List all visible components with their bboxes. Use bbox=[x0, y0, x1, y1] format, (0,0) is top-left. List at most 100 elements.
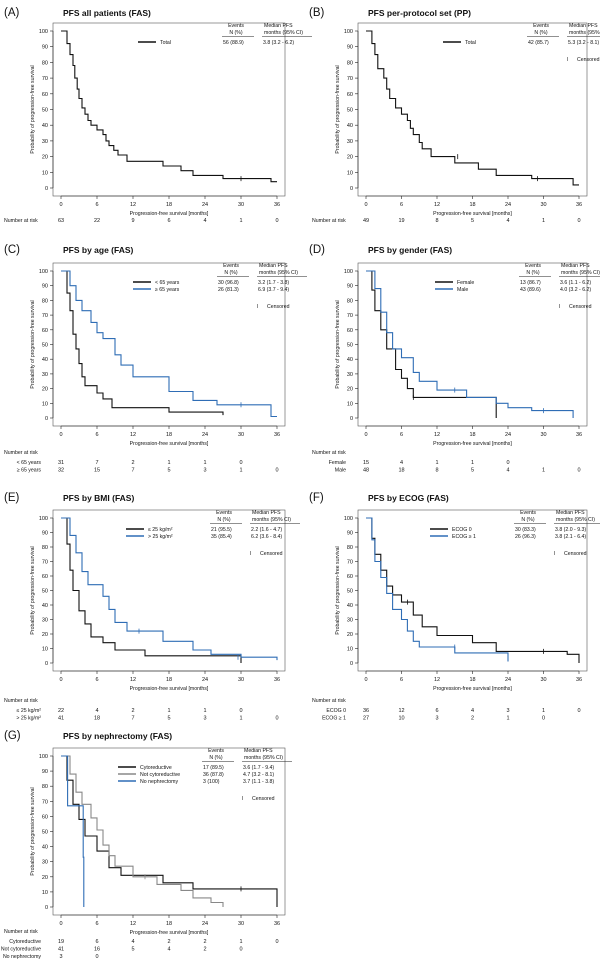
censored-legend-mark: I bbox=[242, 796, 243, 802]
panel-label: (E) bbox=[4, 492, 20, 504]
risk-value: 22 bbox=[58, 708, 64, 714]
legend-series-name: Male bbox=[457, 287, 468, 293]
y-tick-label: 50 bbox=[42, 343, 48, 349]
x-tick-label: 12 bbox=[130, 432, 136, 438]
legend-series-name: Total bbox=[465, 40, 476, 46]
risk-title: Number at risk bbox=[4, 218, 38, 224]
risk-value: 12 bbox=[398, 708, 404, 714]
risk-value: 8 bbox=[435, 468, 438, 474]
y-tick-label: 60 bbox=[42, 92, 48, 98]
risk-value: 0 bbox=[542, 716, 545, 722]
legend-header-median: Median PFS bbox=[244, 748, 273, 754]
risk-value: 31 bbox=[58, 460, 64, 466]
y-tick-label: 100 bbox=[344, 516, 353, 522]
risk-value: 3 bbox=[506, 708, 509, 714]
x-tick-label: 30 bbox=[238, 432, 244, 438]
x-tick-label: 18 bbox=[166, 921, 172, 927]
risk-value: 1 bbox=[203, 708, 206, 714]
legend-events: 36 (87.8) bbox=[203, 772, 224, 778]
risk-value: 6 bbox=[435, 708, 438, 714]
y-tick-label: 50 bbox=[347, 108, 353, 114]
legend-median: 3.2 (1.7 - 3.8) bbox=[258, 280, 289, 286]
risk-value: 4 bbox=[95, 708, 98, 714]
x-tick-label: 24 bbox=[202, 432, 208, 438]
risk-row-label: ECOG ≥ 1 bbox=[322, 716, 346, 722]
y-tick-label: 40 bbox=[42, 603, 48, 609]
x-tick-label: 30 bbox=[238, 677, 244, 683]
y-tick-label: 60 bbox=[347, 574, 353, 580]
risk-value: 0 bbox=[275, 939, 278, 945]
y-tick-label: 30 bbox=[347, 372, 353, 378]
risk-value: 3 bbox=[203, 468, 206, 474]
risk-value: 48 bbox=[363, 468, 369, 474]
risk-value: 5 bbox=[131, 947, 134, 953]
risk-value: 2 bbox=[203, 939, 206, 945]
legend-events: 21 (95.5) bbox=[211, 527, 232, 533]
risk-value: 2 bbox=[131, 708, 134, 714]
y-tick-label: 20 bbox=[42, 387, 48, 393]
x-tick-label: 24 bbox=[202, 202, 208, 208]
risk-title: Number at risk bbox=[312, 218, 346, 224]
legend-header-events: Events bbox=[216, 510, 232, 516]
km-curve-0 bbox=[366, 517, 580, 663]
risk-row-label: Cytoreductive bbox=[9, 939, 41, 945]
risk-value: 1 bbox=[167, 460, 170, 466]
x-axis-label: Progression-free survival [months] bbox=[130, 441, 209, 447]
legend-series-name: ECOG ≥ 1 bbox=[452, 534, 476, 540]
panel-label: (A) bbox=[4, 7, 20, 19]
y-tick-label: 10 bbox=[347, 401, 353, 407]
censored-legend-mark: I bbox=[559, 304, 560, 310]
legend-header-events: Events bbox=[208, 748, 224, 754]
km-curve-0 bbox=[366, 270, 497, 418]
legend-events: 3 (100) bbox=[203, 779, 220, 785]
y-tick-label: 100 bbox=[39, 269, 48, 275]
y-tick-label: 10 bbox=[42, 170, 48, 176]
risk-title: Number at risk bbox=[312, 450, 346, 456]
risk-row-label: Female bbox=[329, 460, 346, 466]
x-tick-label: 6 bbox=[400, 202, 403, 208]
x-tick-label: 18 bbox=[469, 202, 475, 208]
y-axis-label: Probability of progression-free survival bbox=[30, 546, 36, 634]
legend-median: 6.2 (3.6 - 8.4) bbox=[251, 534, 282, 540]
risk-value: 4 bbox=[400, 460, 403, 466]
x-tick-label: 30 bbox=[238, 202, 244, 208]
x-tick-label: 0 bbox=[59, 921, 62, 927]
risk-value: 0 bbox=[506, 460, 509, 466]
x-tick-label: 18 bbox=[166, 432, 172, 438]
risk-value: 0 bbox=[577, 468, 580, 474]
x-axis-label: Progression-free survival [months] bbox=[130, 211, 209, 217]
legend-median: 3.7 (1.1 - 3.8) bbox=[243, 779, 274, 785]
legend-series-name: ≤ 25 kg/m² bbox=[148, 527, 173, 533]
x-tick-label: 24 bbox=[202, 921, 208, 927]
legend-series-name: ECOG 0 bbox=[452, 527, 472, 533]
y-tick-label: 0 bbox=[45, 186, 48, 192]
x-tick-label: 24 bbox=[505, 677, 511, 683]
y-tick-label: 60 bbox=[42, 814, 48, 820]
y-tick-label: 90 bbox=[42, 284, 48, 290]
risk-value: 0 bbox=[95, 954, 98, 960]
risk-row-label: ≤ 25 kg/m² bbox=[17, 708, 42, 714]
legend-median: 3.6 (1.7 - 9.4) bbox=[243, 765, 274, 771]
legend-header-median-unit: months (95% CI) bbox=[569, 30, 600, 36]
legend-median: 4.0 (3.2 - 6.2) bbox=[560, 287, 591, 293]
risk-value: 5 bbox=[471, 218, 474, 224]
x-tick-label: 0 bbox=[364, 432, 367, 438]
risk-value: 41 bbox=[58, 947, 64, 953]
legend-header-events-unit: N (%) bbox=[217, 517, 231, 523]
legend-header-median-unit: months (95% CI) bbox=[556, 517, 595, 523]
x-tick-label: 6 bbox=[95, 432, 98, 438]
x-tick-label: 18 bbox=[166, 677, 172, 683]
risk-row-label: ECOG 0 bbox=[326, 708, 346, 714]
y-tick-label: 100 bbox=[39, 754, 48, 760]
legend-median: 3.8 (2.1 - 6.4) bbox=[555, 534, 586, 540]
risk-value: 1 bbox=[239, 468, 242, 474]
x-tick-label: 0 bbox=[59, 432, 62, 438]
risk-value: 4 bbox=[203, 218, 206, 224]
x-tick-label: 12 bbox=[130, 677, 136, 683]
legend-median: 6.9 (3.7 - 9.4) bbox=[258, 287, 289, 293]
legend-events: 13 (86.7) bbox=[520, 280, 541, 286]
legend-header-median-unit: months (95% CI) bbox=[264, 30, 303, 36]
risk-value: 0 bbox=[577, 708, 580, 714]
x-tick-label: 12 bbox=[130, 921, 136, 927]
risk-value: 4 bbox=[131, 939, 134, 945]
